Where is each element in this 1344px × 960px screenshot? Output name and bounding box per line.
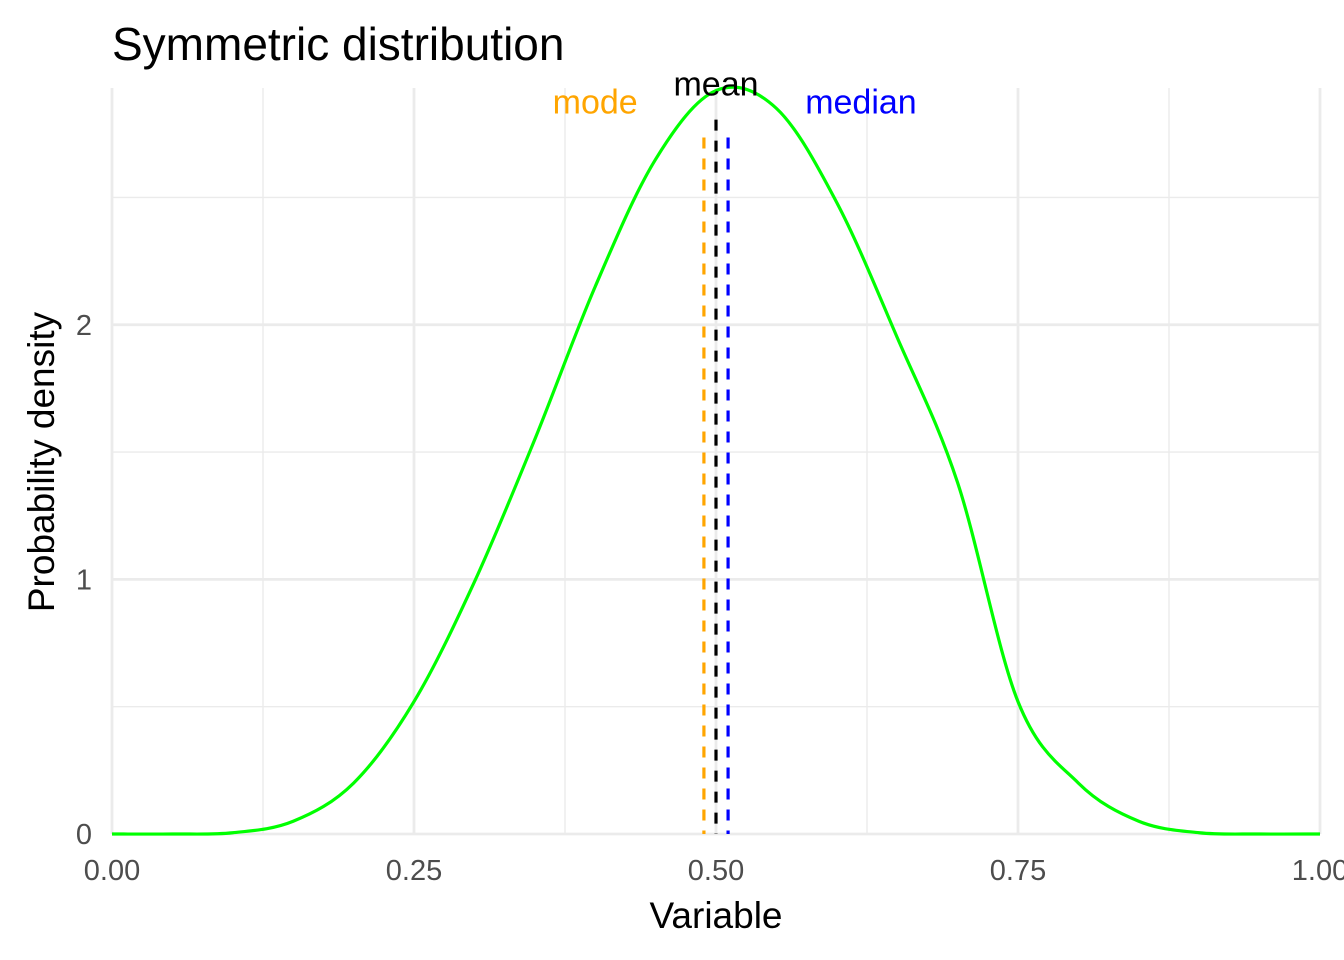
median-label: median xyxy=(805,83,917,121)
density-curve-layer xyxy=(111,85,1321,836)
y-tick-label: 1 xyxy=(76,564,92,596)
annotation-layer: mode mean median xyxy=(553,66,917,834)
x-tick-label: 0.25 xyxy=(386,855,442,887)
x-axis-title: Variable xyxy=(649,895,782,936)
y-tick-label: 0 xyxy=(76,819,92,851)
density-curve xyxy=(111,85,1321,836)
chart-title: Symmetric distribution xyxy=(112,18,564,70)
x-tick-label: 0.50 xyxy=(688,855,744,887)
y-axis-title: Probability density xyxy=(21,311,62,612)
y-tick-label: 2 xyxy=(76,310,92,342)
x-tick-label: 1.00 xyxy=(1292,855,1344,887)
mean-label: mean xyxy=(673,66,758,104)
x-tick-label: 0.75 xyxy=(990,855,1046,887)
mode-label: mode xyxy=(553,83,638,121)
x-tick-label: 0.00 xyxy=(84,855,140,887)
tick-labels: 0.00 0.25 0.50 0.75 1.00 0 1 2 xyxy=(76,310,1344,887)
